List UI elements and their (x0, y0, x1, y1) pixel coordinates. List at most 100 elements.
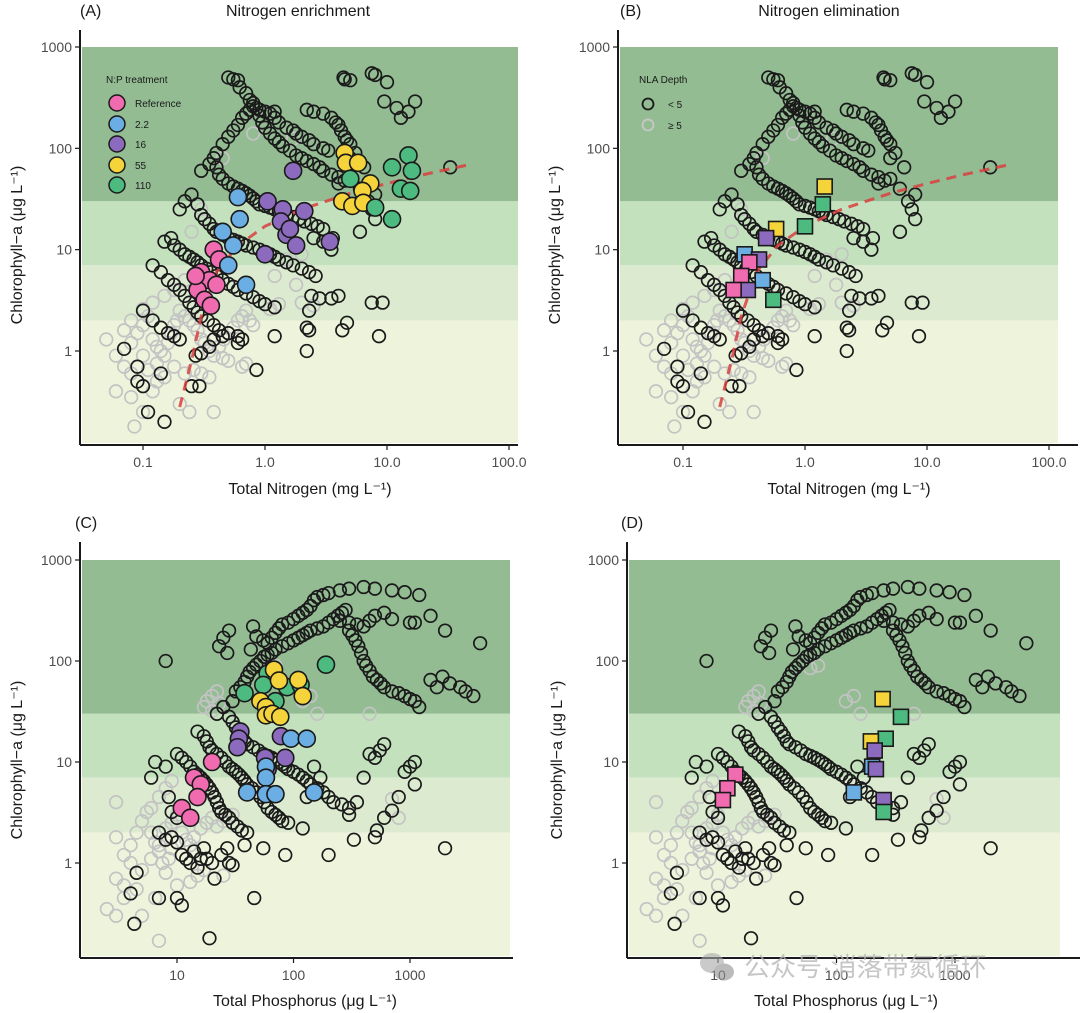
point-shallow-lake (179, 754, 194, 770)
point-shallow-lake (268, 642, 283, 657)
point-shallow-lake (856, 106, 871, 121)
point-deep-lake (238, 356, 254, 371)
point-deep-lake (669, 825, 685, 840)
point-shallow-lake (190, 305, 205, 320)
y-tick-label: 1000 (588, 552, 619, 568)
point-shallow-lake (810, 642, 826, 657)
point-shallow-lake (306, 759, 322, 774)
point-shallow-lake (407, 615, 422, 630)
point-deep-lake (384, 791, 400, 807)
point-deep-lake (675, 404, 691, 420)
point-shallow-lake (720, 851, 735, 866)
point-shallow-lake (878, 605, 893, 620)
point-deep-lake (124, 313, 139, 328)
point-shallow-lake (929, 684, 944, 699)
point-deep-lake (705, 773, 720, 789)
legend-key-2-2 (108, 115, 126, 133)
y-axis-title: Chlorophyll−a (μg L⁻¹) (9, 166, 26, 325)
point-shallow-lake (746, 855, 761, 871)
treatment-point-2-2 (237, 783, 257, 802)
point-shallow-lake (732, 378, 747, 394)
point-deep-lake (144, 800, 159, 816)
legend-key-110 (108, 176, 126, 194)
point-shallow-lake (942, 764, 957, 779)
treatment-point-reference (732, 267, 750, 285)
point-deep-lake (753, 696, 769, 711)
point-shallow-lake (299, 320, 314, 335)
point-shallow-lake (384, 611, 400, 627)
point-shallow-lake (312, 160, 327, 175)
point-shallow-lake (761, 841, 777, 856)
point-deep-lake (148, 835, 163, 850)
point-shallow-lake (238, 106, 254, 121)
point-shallow-lake (245, 619, 261, 634)
point-shallow-lake (675, 303, 691, 318)
point-shallow-lake (304, 216, 319, 231)
point-shallow-lake (842, 602, 858, 618)
point-shallow-lake (856, 770, 871, 785)
point-shallow-lake (900, 579, 915, 595)
point-shallow-lake (669, 865, 685, 880)
point-shallow-lake (755, 329, 770, 344)
point-shallow-lake (710, 890, 726, 906)
point-shallow-lake (912, 581, 927, 596)
point-shallow-lake (807, 329, 822, 344)
point-shallow-lake (770, 684, 786, 699)
point-deep-lake (782, 313, 797, 328)
point-shallow-lake (852, 160, 867, 175)
legend-label: 16 (135, 140, 147, 151)
point-shallow-lake (853, 621, 868, 636)
treatment-point-reference (741, 254, 758, 271)
point-deep-lake (135, 348, 151, 363)
point-shallow-lake (391, 789, 406, 805)
point-shallow-lake (369, 823, 385, 838)
point-deep-lake (99, 901, 115, 917)
point-shallow-lake (883, 73, 898, 88)
treatment-point-2-2 (297, 729, 317, 749)
y-tick-label: 1 (611, 855, 619, 871)
point-shallow-lake (397, 585, 412, 600)
point-deep-lake (810, 658, 826, 673)
point-shallow-lake (135, 378, 151, 394)
point-deep-lake (648, 908, 664, 923)
point-deep-lake (108, 908, 124, 923)
x-tick-label: 100 (282, 967, 306, 983)
treatment-point-110 (316, 655, 336, 674)
point-deep-lake (742, 370, 757, 385)
point-shallow-lake (761, 645, 777, 661)
point-deep-lake (738, 699, 753, 715)
point-deep-lake (726, 362, 741, 378)
point-shallow-lake (367, 608, 383, 623)
treatment-point-16 (275, 748, 295, 768)
point-shallow-lake (353, 645, 369, 661)
treatment-point-2-2 (754, 271, 771, 289)
point-shallow-lake (952, 615, 968, 630)
point-deep-lake (697, 370, 712, 385)
panel-c: (C) 1 10 100 1000 10 100 1000 Total Phosphorus… (9, 515, 513, 1010)
point-deep-lake (145, 332, 160, 347)
point-shallow-lake (371, 329, 387, 344)
point-shallow-lake (116, 341, 132, 357)
point-shallow-lake (364, 295, 379, 310)
treatment-point-110 (814, 196, 832, 213)
point-shallow-lake (819, 255, 834, 270)
point-deep-lake (149, 374, 165, 389)
point-deep-lake (722, 404, 737, 420)
point-shallow-lake (157, 414, 172, 429)
point-shallow-lake (912, 608, 927, 623)
point-shallow-lake (763, 855, 779, 871)
point-shallow-lake (871, 176, 886, 191)
point-shallow-lake (820, 847, 836, 863)
point-shallow-lake (1004, 684, 1019, 699)
point-shallow-lake (751, 167, 767, 182)
x-axis-title: Total Phosphorus (μg L⁻¹) (213, 993, 397, 1010)
point-deep-lake (697, 348, 712, 363)
point-shallow-lake (367, 581, 383, 596)
point-shallow-lake (299, 602, 314, 618)
point-shallow-lake (349, 795, 365, 810)
point-deep-lake (706, 282, 722, 298)
point-shallow-lake (295, 821, 310, 836)
point-shallow-lake (202, 339, 217, 354)
point-deep-lake (186, 830, 202, 845)
point-shallow-lake (791, 629, 806, 644)
